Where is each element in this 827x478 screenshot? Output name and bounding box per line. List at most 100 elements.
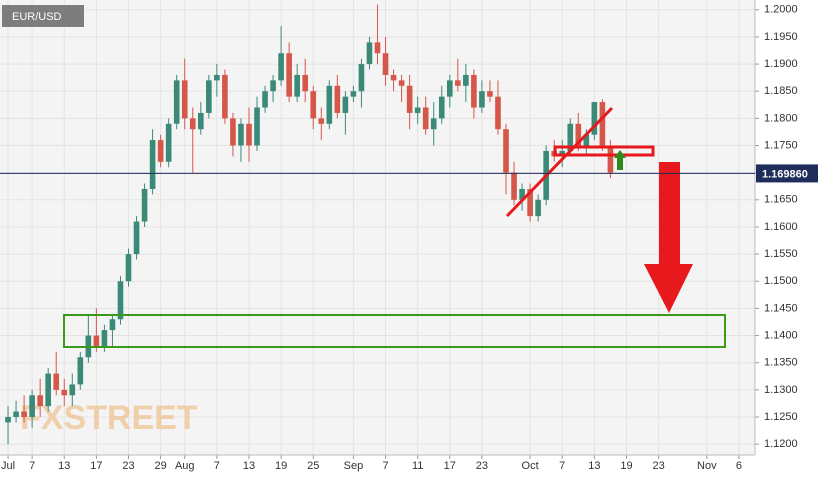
x-tick-label: 23: [476, 460, 488, 472]
x-tick-label: 19: [620, 460, 632, 472]
candle-body: [607, 145, 614, 173]
candle-body: [583, 134, 590, 146]
x-tick-label: Jul: [1, 460, 15, 472]
x-tick-label: 17: [90, 460, 102, 472]
candle-body: [390, 74, 397, 81]
y-tick-label: 1.1450: [764, 302, 798, 314]
y-tick-label: 1.1900: [764, 58, 798, 70]
y-tick-label: 1.2000: [764, 4, 798, 16]
candle-body: [61, 389, 68, 396]
candle-body: [13, 411, 19, 417]
candle-body: [165, 123, 172, 162]
candle-body: [575, 123, 582, 146]
axis-background: [755, 0, 827, 478]
candle-body: [133, 221, 140, 255]
y-tick-label: 1.1950: [764, 31, 798, 43]
x-tick-label: Nov: [697, 460, 717, 472]
candle-body: [29, 395, 35, 417]
candle-body: [109, 319, 116, 331]
y-tick-label: 1.1600: [764, 221, 798, 233]
x-tick-label: 7: [214, 460, 220, 472]
candle-body: [463, 74, 469, 86]
candle-body: [45, 373, 52, 407]
support-zone: [63, 314, 726, 348]
x-tick-label: 23: [652, 460, 664, 472]
candle-body: [591, 102, 598, 135]
candle-body: [318, 118, 325, 124]
candle-body: [5, 416, 11, 423]
candle-body: [157, 140, 164, 162]
candle-body: [374, 42, 381, 54]
candle-body: [246, 123, 252, 146]
candle-body: [286, 53, 292, 97]
last-price-box: [756, 164, 818, 183]
plot-background: [0, 0, 755, 455]
candle-body: [511, 172, 517, 200]
candle-body: [270, 80, 276, 92]
candle-body: [334, 85, 341, 113]
candle-body: [206, 80, 212, 113]
x-tick-label: 25: [307, 460, 319, 472]
candle-body: [503, 129, 509, 173]
x-tick-label: Sep: [344, 460, 364, 472]
x-tick-label: 13: [243, 460, 255, 472]
title-box: [2, 5, 84, 27]
candle-body: [125, 254, 132, 282]
x-tick-label: 17: [444, 460, 456, 472]
candle-body: [77, 357, 84, 385]
candle-body: [487, 91, 493, 97]
candle-body: [430, 118, 437, 130]
candle-body: [21, 411, 27, 417]
x-tick-label: 13: [588, 460, 600, 472]
candle-body: [438, 96, 445, 119]
x-tick-label: 7: [382, 460, 388, 472]
x-tick-label: Oct: [522, 460, 539, 472]
candle-body: [230, 118, 236, 146]
trend-line: [505, 106, 614, 218]
x-tick-label: 13: [58, 460, 70, 472]
candle-body: [326, 85, 333, 124]
candle-body: [254, 107, 260, 146]
y-tick-label: 1.1500: [764, 275, 798, 287]
candle-body: [406, 85, 413, 113]
y-tick-label: 1.1650: [764, 194, 798, 206]
x-tick-label: Aug: [175, 460, 195, 472]
candle-body: [173, 80, 180, 124]
y-tick-label: 1.1250: [764, 411, 798, 423]
candle-body: [479, 91, 485, 108]
candle-body: [527, 188, 533, 217]
candle-body: [141, 188, 148, 222]
up-arrow: [614, 150, 626, 170]
last-price-label: 1.169860: [762, 168, 808, 180]
y-tick-label: 1.1750: [764, 139, 798, 151]
y-tick-label: 1.1550: [764, 248, 798, 260]
resistance-box: [553, 145, 655, 157]
candle-body: [181, 80, 188, 119]
candle-body: [382, 53, 389, 75]
candle-body: [535, 199, 541, 217]
candle-body: [302, 74, 309, 92]
y-tick-label: 1.1350: [764, 357, 798, 369]
candle-body: [495, 96, 501, 130]
candle-body: [455, 80, 461, 86]
candle-body: [93, 335, 100, 347]
candle-body: [53, 373, 60, 390]
x-tick-label: 11: [412, 460, 423, 472]
y-tick-label: 1.1200: [764, 438, 798, 450]
candle-body: [398, 80, 405, 86]
candle-body: [262, 91, 268, 108]
candle-body: [350, 91, 357, 97]
candle-body: [422, 107, 429, 130]
candle-body: [222, 74, 228, 119]
y-tick-label: 1.1800: [764, 112, 798, 124]
y-tick-label: 1.1850: [764, 85, 798, 97]
x-tick-label: 29: [155, 460, 167, 472]
candle-body: [567, 123, 574, 151]
chart-title: EUR/USD: [12, 11, 62, 23]
candle-body: [342, 96, 349, 113]
y-tick-label: 1.1400: [764, 329, 798, 341]
candle-body: [117, 281, 124, 320]
candle-body: [358, 64, 365, 92]
candle-body: [310, 91, 317, 119]
